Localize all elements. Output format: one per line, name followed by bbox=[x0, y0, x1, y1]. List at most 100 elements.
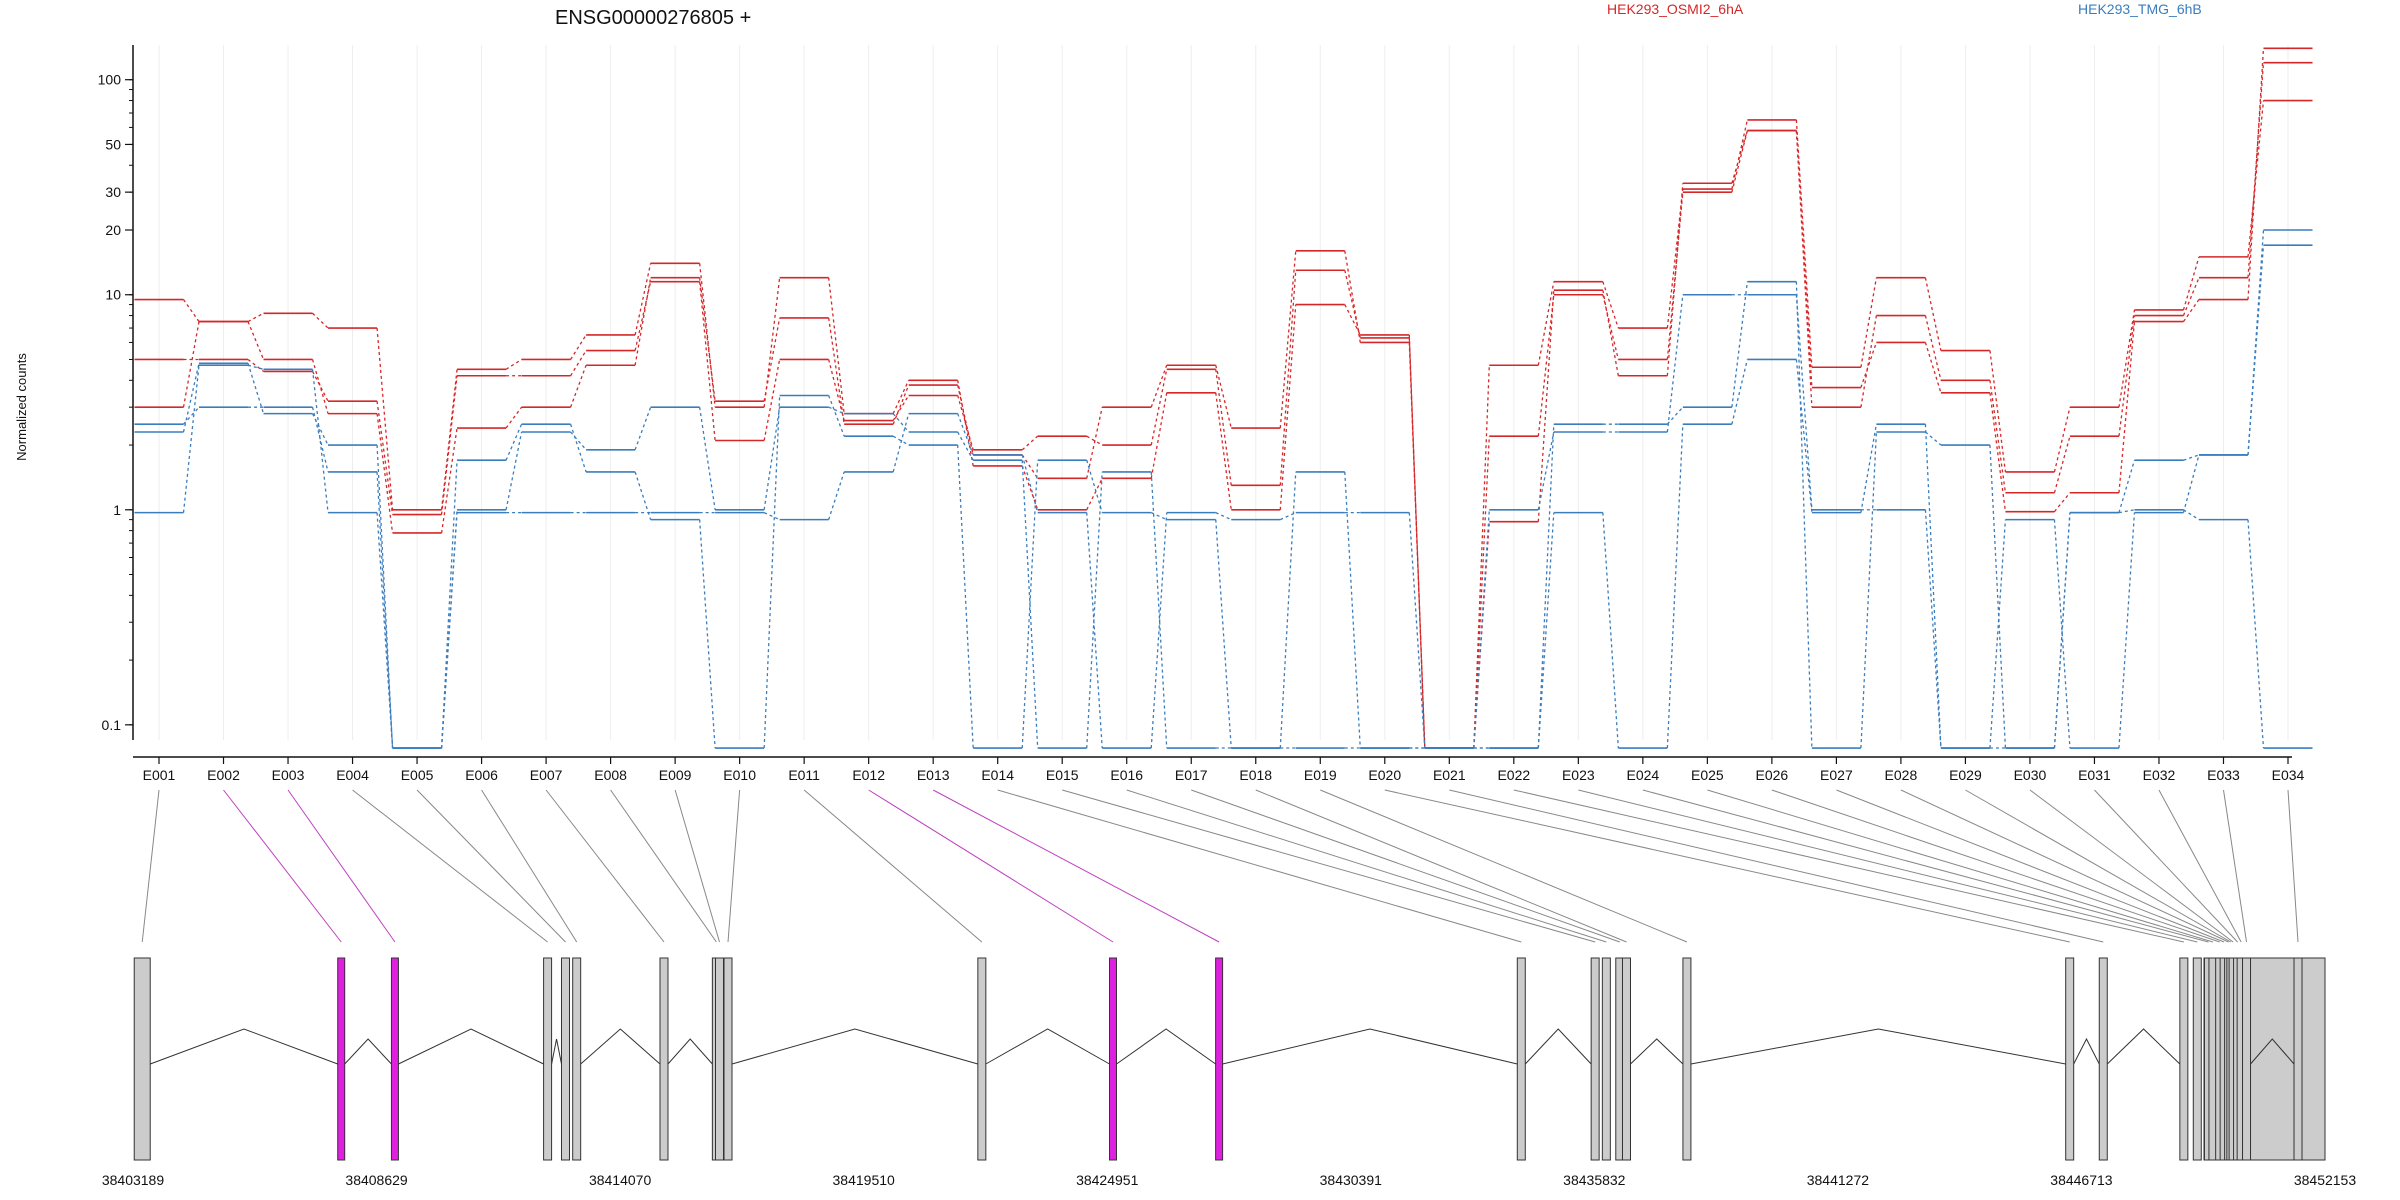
transition-line bbox=[1537, 294, 1555, 437]
transition-line bbox=[1602, 294, 1619, 360]
x-tick-label: E026 bbox=[1756, 767, 1789, 783]
exon-connector bbox=[1578, 789, 2198, 943]
transition-line bbox=[1150, 365, 1168, 408]
exon-e005 bbox=[560, 957, 570, 1161]
transition-line bbox=[2182, 454, 2200, 513]
transition-line bbox=[1666, 424, 1684, 749]
x-tick-label: E031 bbox=[2078, 767, 2111, 783]
exon-connector bbox=[1384, 789, 2070, 943]
exon-connector bbox=[2029, 789, 2234, 943]
x-tick-label: E018 bbox=[1239, 767, 1272, 783]
exon-connector bbox=[1126, 789, 1607, 943]
transition-line bbox=[2053, 435, 2071, 493]
transition-line bbox=[2118, 512, 2136, 749]
x-tick-label: E029 bbox=[1949, 767, 1982, 783]
transition-line bbox=[1795, 294, 1813, 510]
exon-e012 bbox=[1109, 957, 1118, 1161]
transition-line bbox=[1602, 512, 1619, 749]
intron-line bbox=[580, 1028, 661, 1065]
exon-connector bbox=[1771, 789, 2220, 943]
x-tick-label: E034 bbox=[2272, 767, 2305, 783]
exon-connector bbox=[1513, 789, 2184, 943]
transition-line bbox=[2118, 509, 2135, 514]
transition-line bbox=[763, 407, 781, 510]
transition-line bbox=[1537, 424, 1555, 749]
transition-line bbox=[1150, 512, 1167, 521]
coordinate-label: 38430391 bbox=[1320, 1172, 1383, 1188]
transition-line bbox=[2183, 454, 2200, 461]
exon-connector bbox=[1965, 789, 2232, 943]
transition-line bbox=[1279, 471, 1297, 749]
transition-line bbox=[182, 299, 200, 322]
y-tick-label: 20 bbox=[105, 222, 121, 238]
transition-line bbox=[634, 471, 652, 520]
exon-e006 bbox=[572, 957, 582, 1161]
exon-connector bbox=[1320, 789, 1688, 943]
transition-line bbox=[1989, 445, 2007, 749]
transition-line bbox=[2053, 407, 2071, 473]
transition-line bbox=[1795, 130, 1813, 408]
exon-connector bbox=[2094, 789, 2238, 943]
transition-line bbox=[1086, 407, 1103, 479]
exon-e014 bbox=[1516, 957, 1526, 1161]
transition-line bbox=[698, 407, 716, 510]
transition-line bbox=[828, 406, 845, 415]
transition-line bbox=[247, 363, 265, 414]
transition-line bbox=[312, 312, 329, 329]
transition-line bbox=[1989, 350, 2007, 472]
transition-line bbox=[1408, 342, 1426, 749]
transition-line bbox=[569, 365, 587, 408]
x-tick-label: E015 bbox=[1046, 767, 1079, 783]
intron-line bbox=[2106, 1028, 2181, 1065]
exon-connector bbox=[1707, 789, 2214, 943]
exon-connector bbox=[868, 789, 1114, 943]
transition-line bbox=[1215, 365, 1232, 429]
exon-e007 bbox=[659, 957, 669, 1161]
transition-line bbox=[1989, 519, 2007, 749]
transition-line bbox=[1021, 435, 1039, 451]
exon-e004 bbox=[543, 957, 553, 1161]
transition-line bbox=[1086, 471, 1103, 749]
transition-line bbox=[1989, 380, 2007, 493]
transition-line bbox=[2118, 309, 2136, 408]
transition-line bbox=[892, 413, 910, 473]
exon-connector bbox=[545, 789, 665, 943]
transition-line bbox=[763, 277, 781, 408]
transition-line bbox=[1666, 189, 1684, 329]
transition-line bbox=[2182, 299, 2200, 322]
transition-line bbox=[505, 406, 523, 429]
exon-connector bbox=[1062, 789, 1596, 943]
exon-connector bbox=[1191, 789, 1620, 943]
transition-line bbox=[828, 395, 845, 437]
transition-line bbox=[1215, 512, 1232, 521]
transition-line bbox=[1344, 471, 1361, 749]
transition-line bbox=[1150, 392, 1168, 479]
transition-line bbox=[634, 277, 652, 366]
exon-connector bbox=[352, 789, 548, 943]
transition-line bbox=[505, 358, 522, 370]
transition-line bbox=[182, 365, 200, 513]
transition-line bbox=[957, 431, 974, 461]
transition-line bbox=[182, 363, 200, 433]
exon-e033 bbox=[2242, 957, 2252, 1161]
exon-connector bbox=[997, 789, 1522, 943]
transition-line bbox=[763, 317, 781, 402]
transition-line bbox=[2247, 245, 2265, 455]
x-tick-label: E009 bbox=[659, 767, 692, 783]
transition-line bbox=[1537, 281, 1555, 366]
transition-line bbox=[440, 375, 458, 515]
exon-connector bbox=[1449, 789, 2104, 943]
x-tick-label: E012 bbox=[852, 767, 885, 783]
y-tick-label: 50 bbox=[105, 136, 121, 152]
exon-connector bbox=[674, 789, 720, 943]
transition-line bbox=[1537, 290, 1555, 522]
transition-line bbox=[1924, 509, 1942, 749]
transition-line bbox=[1860, 342, 1878, 388]
transition-line bbox=[828, 359, 845, 421]
transition-line bbox=[1924, 424, 1942, 749]
exon-connector bbox=[2287, 789, 2299, 943]
transition-line bbox=[505, 431, 523, 510]
coordinate-label: 38419510 bbox=[833, 1172, 896, 1188]
x-tick-label: E011 bbox=[788, 767, 820, 783]
